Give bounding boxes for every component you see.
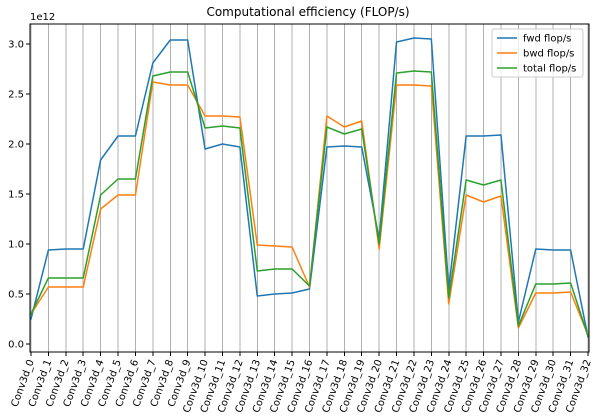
y-tick-label: 1.5 xyxy=(8,190,24,201)
legend-label: total flop/s xyxy=(523,64,576,75)
series-line xyxy=(29,70,589,337)
series-line xyxy=(29,81,589,336)
series-line xyxy=(30,37,589,338)
y-tick-label: 2.0 xyxy=(8,140,24,151)
x-grid xyxy=(30,24,589,352)
plot-lines xyxy=(29,37,589,338)
legend: fwd flop/s bwd flop/s total flop/s xyxy=(491,28,584,78)
y-tick-label: 1.0 xyxy=(8,240,24,251)
y-ticks: 0.0 0.5 1.0 1.5 2.0 2.5 3.0 xyxy=(8,40,30,351)
legend-label: fwd flop/s xyxy=(523,34,571,45)
y-tick-label: 3.0 xyxy=(8,40,24,51)
chart-title: Computational efficiency (FLOP/s) xyxy=(206,5,409,19)
y-tick-label: 2.5 xyxy=(8,90,24,101)
y-tick-label: 0.0 xyxy=(8,340,24,351)
y-tick-label: 0.5 xyxy=(8,290,24,301)
legend-label: bwd flop/s xyxy=(523,49,574,60)
y-offset-label: 1e12 xyxy=(30,12,55,23)
x-ticks: Conv3d_0Conv3d_1Conv3d_2Conv3d_3Conv3d_4… xyxy=(10,352,594,414)
legend-box xyxy=(491,28,584,78)
